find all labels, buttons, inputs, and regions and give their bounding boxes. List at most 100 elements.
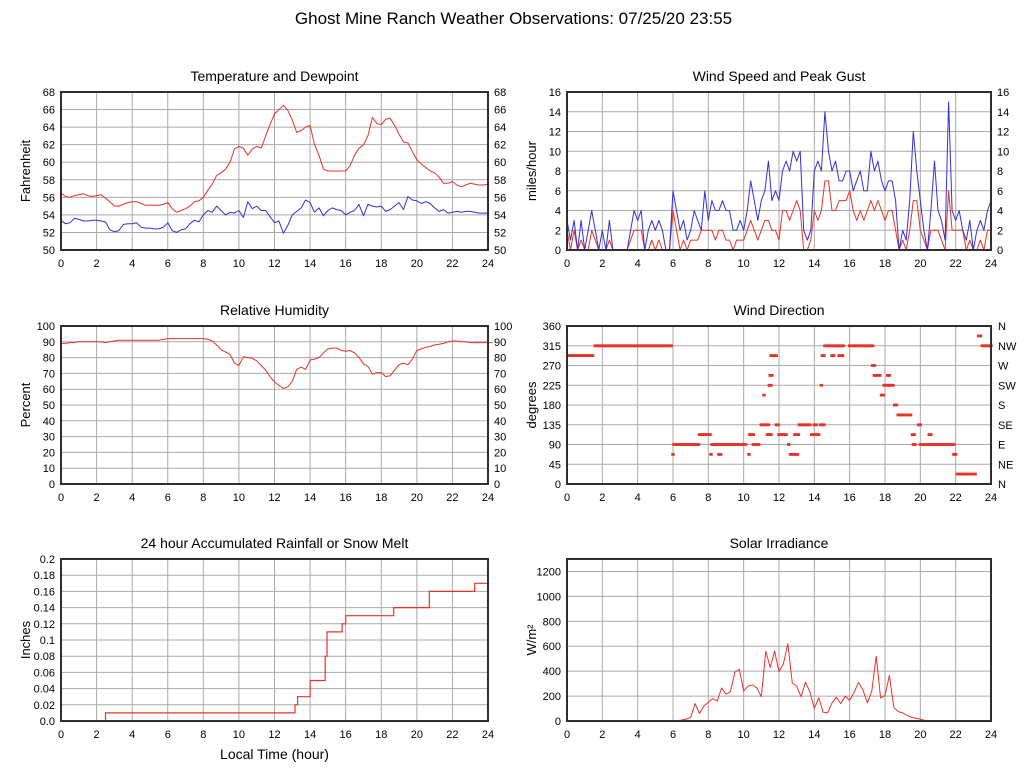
x-tick-label: 24 bbox=[482, 492, 494, 504]
gridlines bbox=[566, 325, 992, 485]
x-tick-label: 22 bbox=[446, 258, 458, 270]
x-tick-label: 2 bbox=[599, 492, 605, 504]
x-tick-label: 0 bbox=[58, 729, 64, 741]
gridlines bbox=[566, 559, 992, 722]
y-tick-label: 0.1 bbox=[40, 635, 55, 647]
chart-title: Wind Direction bbox=[733, 302, 824, 318]
y-tick-label-right: 60 bbox=[494, 157, 506, 169]
y-tick-label: 60 bbox=[43, 157, 55, 169]
y-axis-label: Percent bbox=[18, 382, 33, 427]
y-tick-label: 68 bbox=[43, 87, 55, 99]
y-tick-label: 0.08 bbox=[34, 651, 55, 663]
x-tick-label: 20 bbox=[914, 492, 926, 504]
y-tick-label: 40 bbox=[43, 416, 55, 428]
x-tick-label: 16 bbox=[844, 258, 856, 270]
x-tick-label: 24 bbox=[985, 492, 997, 504]
x-tick-label: 14 bbox=[304, 258, 316, 270]
axis-text: 24 hour Accumulated Rainfall or Snow Mel… bbox=[18, 535, 494, 762]
compass-label: N bbox=[998, 321, 1006, 333]
x-tick-label: 22 bbox=[950, 258, 962, 270]
x-tick-label: 16 bbox=[844, 729, 856, 741]
x-tick-label: 0 bbox=[58, 258, 64, 270]
chart-title: Wind Speed and Peak Gust bbox=[693, 68, 866, 84]
x-tick-label: 20 bbox=[411, 729, 423, 741]
y-tick-label-right: 14 bbox=[997, 107, 1009, 119]
chart-title: Relative Humidity bbox=[220, 302, 329, 318]
y-tick-label: 66 bbox=[43, 105, 55, 117]
x-tick-label: 2 bbox=[599, 729, 605, 741]
y-tick-label-right: 66 bbox=[494, 105, 506, 117]
x-tick-label: 16 bbox=[844, 492, 856, 504]
x-tick-label: 8 bbox=[705, 729, 711, 741]
x-tick-label: 18 bbox=[375, 729, 387, 741]
page-title: Ghost Mine Ranch Weather Observations: 0… bbox=[294, 9, 733, 28]
y-tick-label: 64 bbox=[43, 122, 55, 134]
y-tick-label-right: 4 bbox=[997, 206, 1003, 218]
x-tick-label: 18 bbox=[879, 492, 891, 504]
compass-label: E bbox=[998, 440, 1005, 452]
plot-frame bbox=[566, 325, 992, 485]
y-tick-label-right: 56 bbox=[494, 192, 506, 204]
y-tick-label-right: 2 bbox=[997, 225, 1003, 237]
x-tick-label: 24 bbox=[985, 258, 997, 270]
y-tick-label: 0 bbox=[555, 245, 561, 257]
y-tick-label-right: 54 bbox=[494, 210, 506, 222]
x-tick-label: 16 bbox=[340, 258, 352, 270]
y-tick-label: 360 bbox=[543, 321, 561, 333]
x-tick-label: 18 bbox=[375, 492, 387, 504]
y-tick-label: 100 bbox=[37, 321, 55, 333]
x-tick-label: 10 bbox=[738, 729, 750, 741]
x-tick-label: 2 bbox=[94, 258, 100, 270]
relative-humidity-line bbox=[61, 338, 493, 389]
plot-frame bbox=[60, 91, 489, 251]
x-tick-label: 16 bbox=[340, 729, 352, 741]
compass-label: NE bbox=[998, 459, 1013, 471]
y-tick-label: 14 bbox=[549, 107, 561, 119]
y-tick-label-right: 50 bbox=[494, 245, 506, 257]
y-tick-label: 56 bbox=[43, 192, 55, 204]
y-tick-label: 62 bbox=[43, 140, 55, 152]
y-tick-label: 0.02 bbox=[34, 700, 55, 712]
y-tick-label: 1000 bbox=[537, 591, 561, 603]
y-tick-label: 400 bbox=[543, 666, 561, 678]
y-axis-label: Inches bbox=[18, 620, 33, 659]
y-tick-label: 52 bbox=[43, 227, 55, 239]
x-tick-label: 14 bbox=[304, 729, 316, 741]
x-tick-label: 8 bbox=[705, 492, 711, 504]
y-tick-label: 0.06 bbox=[34, 667, 55, 679]
x-tick-label: 18 bbox=[879, 729, 891, 741]
y-tick-label: 10 bbox=[549, 146, 561, 158]
x-tick-label: 12 bbox=[268, 492, 280, 504]
y-tick-label-right: 40 bbox=[494, 416, 506, 428]
y-tick-label-right: 52 bbox=[494, 227, 506, 239]
y-tick-label-right: 20 bbox=[494, 447, 506, 459]
y-tick-label-right: 30 bbox=[494, 432, 506, 444]
x-tick-label: 0 bbox=[58, 492, 64, 504]
plot-frame bbox=[60, 325, 489, 485]
chart-title: Solar Irradiance bbox=[730, 535, 829, 551]
temperature-line bbox=[60, 104, 489, 213]
x-tick-label: 22 bbox=[950, 729, 962, 741]
wind-direction-points bbox=[566, 334, 993, 476]
x-tick-label: 0 bbox=[564, 492, 570, 504]
y-tick-label: 16 bbox=[549, 87, 561, 99]
y-tick-label: 90 bbox=[549, 440, 561, 452]
y-tick-label: 0 bbox=[555, 716, 561, 728]
x-tick-label: 12 bbox=[773, 729, 785, 741]
y-tick-label-right: 8 bbox=[997, 166, 1003, 178]
x-tick-label: 4 bbox=[129, 258, 135, 270]
y-axis-label: degrees bbox=[524, 381, 539, 428]
y-tick-label: 0.04 bbox=[34, 684, 55, 696]
y-tick-label-right: 70 bbox=[494, 368, 506, 380]
compass-label: W bbox=[998, 361, 1009, 373]
x-tick-label: 6 bbox=[670, 492, 676, 504]
y-tick-label-right: 0 bbox=[494, 479, 500, 491]
y-tick-label: 0 bbox=[49, 479, 55, 491]
